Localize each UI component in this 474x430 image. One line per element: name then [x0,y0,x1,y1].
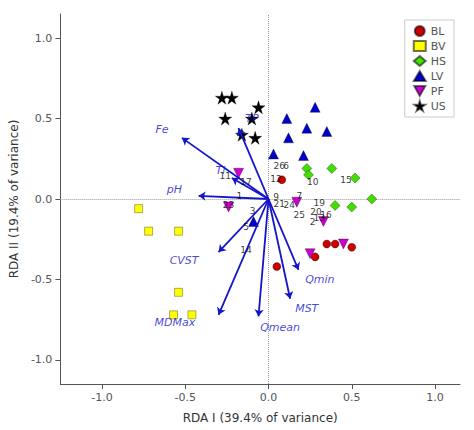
svg-text:TP: TP [245,112,259,125]
svg-text:Fe: Fe [155,123,168,136]
svg-text:2: 2 [310,217,316,227]
svg-text:pH: pH [166,183,182,196]
svg-text:3: 3 [250,206,256,216]
svg-text:RDA II (19.4% of variance): RDA II (19.4% of variance) [7,120,21,279]
svg-text:11: 11 [219,171,230,181]
svg-text:-0.5: -0.5 [31,273,52,286]
svg-text:10: 10 [307,177,319,187]
svg-text:19: 19 [313,198,325,208]
svg-text:6: 6 [283,161,289,171]
svg-text:HS: HS [431,55,446,68]
svg-text:12: 12 [270,174,281,184]
svg-text:21: 21 [273,198,286,209]
svg-text:BL: BL [431,25,446,38]
svg-text:-0.5: -0.5 [175,391,196,404]
svg-text:14: 14 [240,245,252,255]
svg-text:0.0: 0.0 [260,391,278,404]
svg-text:9: 9 [273,192,279,203]
svg-text:Qmin: Qmin [305,273,334,286]
svg-text:0.0: 0.0 [35,193,53,206]
svg-text:23: 23 [223,200,234,210]
svg-text:26: 26 [273,161,286,171]
svg-text:RDA I (39.4% of variance): RDA I (39.4% of variance) [183,411,338,425]
svg-text:24: 24 [284,200,296,210]
svg-text:US: US [431,100,446,113]
svg-text:MDMax: MDMax [155,316,196,329]
svg-text:BV: BV [431,40,446,53]
svg-text:CVST: CVST [170,254,200,267]
svg-text:16: 16 [320,210,332,220]
svg-text:-1.0: -1.0 [31,353,52,366]
svg-text:-1.0: -1.0 [91,391,112,404]
svg-text:20: 20 [310,207,322,217]
svg-text:PF: PF [431,85,444,98]
svg-text:1.0: 1.0 [35,32,53,45]
svg-text:0.5: 0.5 [343,391,361,404]
svg-text:7: 7 [296,191,302,201]
svg-text:LV: LV [431,70,444,83]
svg-text:Qmean: Qmean [260,321,300,334]
svg-text:25: 25 [294,210,305,220]
svg-text:5: 5 [243,222,249,232]
svg-text:15: 15 [340,175,351,185]
svg-text:1.0: 1.0 [426,391,444,404]
svg-text:1: 1 [236,191,242,201]
svg-text:MST: MST [295,302,319,315]
svg-text:0.5: 0.5 [35,112,53,125]
svg-text:17: 17 [240,177,251,187]
